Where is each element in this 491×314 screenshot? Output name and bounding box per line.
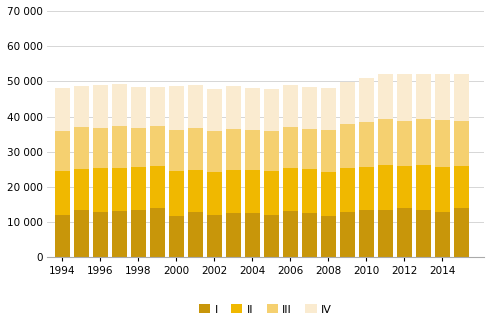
Bar [111, 84, 127, 127]
Bar [245, 170, 260, 213]
Bar [416, 74, 431, 119]
Bar [93, 168, 108, 212]
Bar [74, 127, 89, 169]
Bar [225, 170, 241, 213]
Bar [397, 166, 412, 208]
Bar [321, 130, 336, 171]
Bar [131, 167, 146, 210]
Bar [416, 119, 431, 165]
Bar [321, 89, 336, 130]
Bar [301, 170, 317, 213]
Bar [188, 128, 203, 170]
Bar [454, 208, 469, 257]
Bar [150, 126, 165, 166]
Bar [207, 172, 222, 214]
Bar [207, 89, 222, 131]
Bar [131, 128, 146, 167]
Bar [301, 87, 317, 129]
Bar [454, 166, 469, 208]
Bar [168, 86, 184, 130]
Bar [93, 127, 108, 168]
Bar [340, 124, 355, 168]
Bar [74, 210, 89, 257]
Bar [188, 212, 203, 257]
Bar [358, 167, 374, 210]
Bar [225, 86, 241, 129]
Bar [435, 167, 450, 212]
Bar [340, 212, 355, 257]
Bar [340, 82, 355, 124]
Bar [301, 129, 317, 170]
Bar [283, 127, 298, 168]
Bar [454, 74, 469, 121]
Bar [416, 210, 431, 257]
Bar [150, 208, 165, 257]
Bar [264, 215, 279, 257]
Bar [111, 127, 127, 168]
Bar [188, 170, 203, 212]
Bar [340, 168, 355, 212]
Bar [55, 131, 70, 171]
Bar [378, 210, 393, 257]
Bar [74, 86, 89, 127]
Bar [225, 213, 241, 257]
Bar [150, 87, 165, 126]
Bar [55, 89, 70, 131]
Bar [283, 211, 298, 257]
Bar [111, 168, 127, 211]
Bar [74, 169, 89, 210]
Bar [358, 78, 374, 122]
Bar [358, 122, 374, 167]
Bar [245, 213, 260, 257]
Bar [168, 171, 184, 216]
Bar [264, 89, 279, 131]
Bar [55, 171, 70, 215]
Bar [435, 74, 450, 121]
Bar [207, 131, 222, 172]
Bar [397, 74, 412, 121]
Bar [150, 166, 165, 208]
Bar [225, 129, 241, 170]
Bar [111, 211, 127, 257]
Bar [93, 212, 108, 257]
Bar [168, 130, 184, 171]
Bar [435, 121, 450, 167]
Bar [454, 121, 469, 166]
Bar [55, 215, 70, 257]
Bar [435, 212, 450, 257]
Bar [378, 119, 393, 165]
Bar [321, 216, 336, 257]
Bar [397, 208, 412, 257]
Bar [378, 165, 393, 210]
Bar [378, 74, 393, 119]
Bar [321, 171, 336, 216]
Bar [131, 87, 146, 128]
Bar [245, 130, 260, 170]
Legend: I, II, III, IV: I, II, III, IV [195, 300, 336, 314]
Bar [301, 213, 317, 257]
Bar [264, 171, 279, 215]
Bar [283, 168, 298, 211]
Bar [416, 165, 431, 210]
Bar [264, 131, 279, 171]
Bar [131, 210, 146, 257]
Bar [188, 85, 203, 128]
Bar [283, 84, 298, 127]
Bar [245, 89, 260, 130]
Bar [397, 121, 412, 166]
Bar [358, 210, 374, 257]
Bar [168, 216, 184, 257]
Bar [207, 214, 222, 257]
Bar [93, 84, 108, 127]
